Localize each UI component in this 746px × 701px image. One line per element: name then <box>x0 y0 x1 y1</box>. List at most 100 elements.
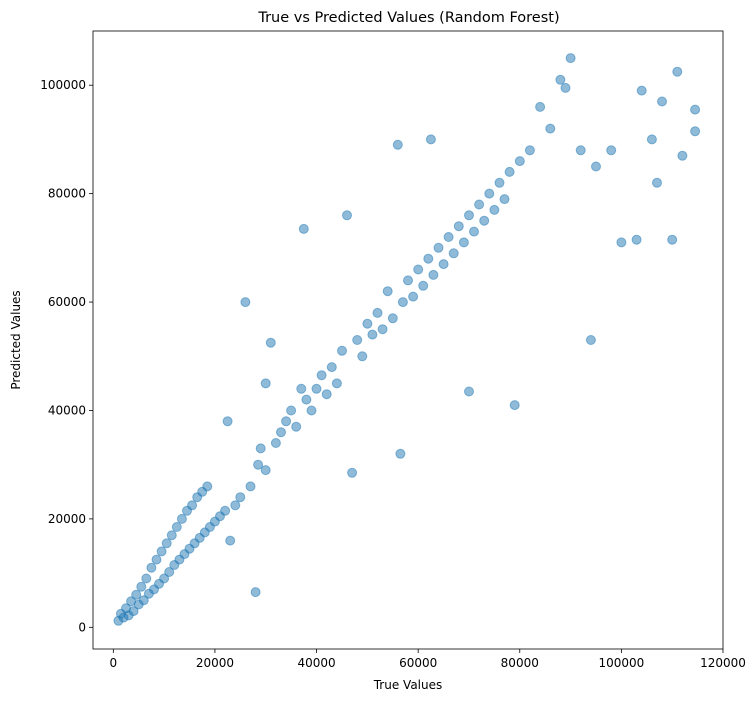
scatter-point <box>448 248 459 259</box>
scatter-point <box>326 362 337 373</box>
scatter-point <box>690 126 701 137</box>
scatter-point <box>387 313 398 324</box>
scatter-point <box>591 161 601 172</box>
scatter-point <box>235 492 246 503</box>
scatter-point <box>631 234 642 245</box>
scatter-point <box>555 74 566 85</box>
scatter-point <box>255 443 266 454</box>
scatter-point <box>499 194 510 205</box>
scatter-point <box>187 500 198 511</box>
scatter-point <box>494 177 505 188</box>
plot-frame <box>92 30 724 650</box>
x-tick-label: 0 <box>110 656 118 670</box>
scatter-point <box>392 139 403 150</box>
scatter-point <box>331 378 342 389</box>
x-tick-label: 80000 <box>501 656 539 670</box>
scatter-point <box>311 383 322 394</box>
scatter-point <box>657 96 667 107</box>
y-axis: 0 20000 40000 60000 80000 100000 <box>40 78 93 634</box>
scatter-point <box>382 286 393 297</box>
scatter-point <box>286 405 297 416</box>
scatter-point <box>667 234 678 245</box>
scatter-point <box>316 370 327 381</box>
chart-title: True vs Predicted Values (Random Forest) <box>257 10 559 26</box>
scatter-point <box>504 166 515 177</box>
scatter-point <box>489 204 500 215</box>
scatter-point <box>138 595 149 606</box>
scatter-point <box>240 297 251 308</box>
scatter-point <box>296 383 307 394</box>
scatter-point <box>514 156 525 167</box>
scatter-point <box>161 538 172 549</box>
scatter-point <box>443 232 454 242</box>
x-axis: 0 20000 40000 60000 80000 100000 120000 <box>110 649 746 670</box>
scatter-point <box>357 351 368 362</box>
scatter-point <box>535 101 546 112</box>
scatter-point <box>146 562 157 573</box>
scatter-point <box>291 421 302 432</box>
scatter-point <box>672 66 683 77</box>
y-tick-label: 40000 <box>48 403 86 417</box>
scatter-point <box>372 307 383 318</box>
scatter-point <box>474 199 485 210</box>
scatter-point <box>151 554 162 565</box>
scatter-point <box>565 53 576 64</box>
scatter-point <box>616 237 627 248</box>
scatter-point <box>171 522 182 532</box>
x-tick-label: 40000 <box>297 656 335 670</box>
scatter-point <box>136 581 147 592</box>
scatter-point <box>352 335 363 345</box>
scatter-point <box>585 335 596 345</box>
scatter-point <box>560 82 571 93</box>
scatter-point <box>265 337 276 348</box>
scatter-point <box>230 500 241 511</box>
scatter-point <box>408 291 419 302</box>
scatter-point <box>164 567 175 577</box>
scatter-point <box>479 215 490 226</box>
scatter-point <box>575 145 586 156</box>
scatter-point <box>545 123 556 134</box>
scatter-point <box>141 573 152 584</box>
scatter-point <box>524 145 535 156</box>
scatter-point <box>652 177 662 188</box>
scatter-point <box>347 467 358 478</box>
y-tick-label: 0 <box>78 620 86 634</box>
points-layer <box>113 53 701 626</box>
y-tick-label: 20000 <box>48 512 86 526</box>
y-axis-label: Predicted Values <box>9 290 23 389</box>
scatter-point <box>202 481 213 492</box>
scatter-point <box>260 465 271 476</box>
scatter-point <box>128 606 139 617</box>
scatter-point <box>458 237 469 248</box>
scatter-point <box>433 242 444 253</box>
scatter-point <box>509 400 520 411</box>
x-axis-label: True Values <box>373 678 443 692</box>
scatter-point <box>690 104 701 115</box>
scatter-point <box>377 324 388 335</box>
scatter-point <box>260 378 271 389</box>
scatter-point <box>362 318 373 329</box>
scatter-point <box>166 530 177 541</box>
scatter-point <box>423 253 434 264</box>
scatter-point <box>298 223 309 234</box>
scatter-point <box>225 535 236 546</box>
x-tick-label: 120000 <box>700 656 746 670</box>
scatter-point <box>250 587 261 598</box>
scatter-point <box>176 513 187 524</box>
scatter-point <box>469 226 479 237</box>
scatter-point <box>464 386 474 397</box>
x-tick-label: 100000 <box>598 656 644 670</box>
scatter-point <box>425 134 436 145</box>
x-tick-label: 20000 <box>196 656 234 670</box>
y-tick-label: 60000 <box>48 295 86 309</box>
scatter-point <box>397 297 408 308</box>
scatter-point <box>276 427 286 438</box>
scatter-point <box>245 481 256 492</box>
scatter-point <box>464 210 474 221</box>
scatter-point <box>306 405 317 416</box>
scatter-point <box>337 345 347 356</box>
scatter-point <box>156 546 167 557</box>
scatter-point <box>131 589 142 600</box>
